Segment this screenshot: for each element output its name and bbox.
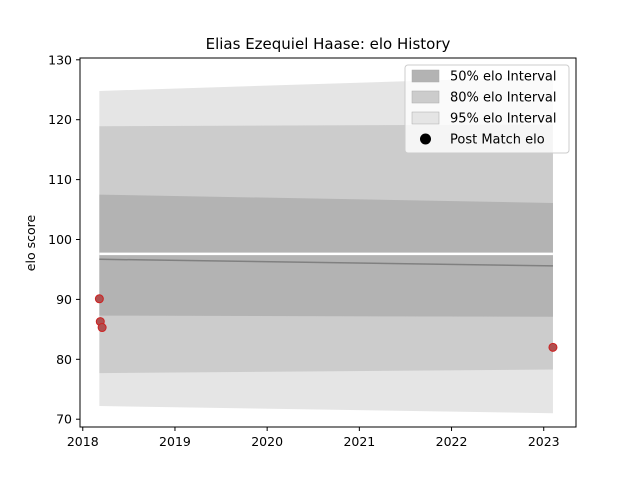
y-axis-label: elo score — [23, 215, 38, 272]
post-match-point — [94, 294, 104, 304]
x-tick-label: 2020 — [251, 434, 283, 449]
legend-box — [404, 64, 570, 154]
y-tick-label: 100 — [48, 232, 72, 247]
mean-elo-line — [99, 258, 553, 267]
x-tick-label: 2022 — [436, 434, 468, 449]
legend-swatch — [411, 90, 440, 104]
post-match-point — [548, 342, 558, 352]
y-axis-ticks: 70 80 90 100 110 120 130 — [48, 52, 80, 427]
x-tick-label: 2021 — [343, 434, 375, 449]
y-tick-label: 120 — [48, 112, 72, 127]
axes-frame — [79, 57, 577, 428]
y-tick-label: 130 — [48, 52, 72, 67]
y-tick-label: 90 — [56, 292, 72, 307]
legend-label: 50% elo Interval — [450, 70, 557, 85]
legend-swatch — [411, 111, 440, 125]
interval-lines — [99, 252, 553, 267]
legend-label: 80% elo Interval — [450, 91, 557, 106]
x-axis-ticks: 2018 2019 2020 2021 2022 2023 — [67, 427, 560, 449]
legend-swatch — [411, 69, 440, 83]
band-50-interval — [99, 194, 553, 317]
legend: 50% elo Interval 80% elo Interval 95% elo … — [404, 64, 570, 154]
y-tick-label: 80 — [56, 352, 72, 367]
y-tick-label: 70 — [56, 412, 72, 427]
interval-bands — [99, 76, 553, 414]
legend-marker — [420, 133, 431, 145]
post-match-points — [94, 294, 558, 352]
legend-label: 95% elo Interval — [450, 112, 557, 127]
x-tick-label: 2019 — [159, 434, 191, 449]
legend-label: Post Match elo — [450, 133, 545, 148]
x-tick-label: 2023 — [528, 434, 560, 449]
post-match-point — [97, 323, 107, 333]
x-tick-label: 2018 — [67, 434, 99, 449]
chart-title: Elias Ezequiel Haase: elo History — [206, 35, 451, 53]
y-tick-label: 110 — [48, 172, 72, 187]
